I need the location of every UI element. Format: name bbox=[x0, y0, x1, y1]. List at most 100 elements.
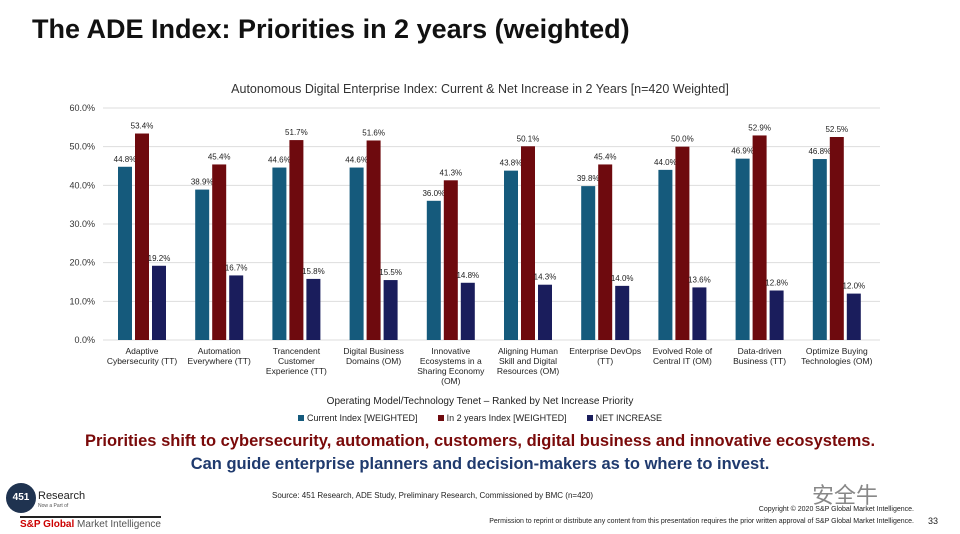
bar-in-2-years-index-weighted- bbox=[752, 135, 767, 340]
x-tick-label: Trancendent bbox=[273, 346, 321, 356]
sp-global-bold: S&P Global bbox=[20, 519, 75, 530]
data-label: 12.8% bbox=[765, 279, 788, 288]
bar-current-index-weighted- bbox=[581, 186, 596, 340]
bar-net-increase bbox=[846, 293, 861, 340]
data-label: 44.8% bbox=[114, 155, 137, 164]
bar-net-increase bbox=[229, 275, 244, 340]
data-label: 46.9% bbox=[731, 147, 754, 156]
x-tick-label: Customer bbox=[278, 356, 315, 366]
bar-in-2-years-index-weighted- bbox=[212, 164, 227, 340]
bar-current-index-weighted- bbox=[812, 159, 827, 340]
data-label: 43.8% bbox=[500, 159, 523, 168]
bar-current-index-weighted- bbox=[735, 158, 750, 340]
data-label: 52.5% bbox=[825, 125, 848, 134]
key-message-2: Can guide enterprise planners and decisi… bbox=[190, 455, 770, 473]
legend-item: Current Index [WEIGHTED] bbox=[298, 413, 418, 423]
data-label: 51.6% bbox=[362, 128, 385, 137]
data-label: 53.4% bbox=[131, 122, 154, 131]
data-label: 44.6% bbox=[268, 156, 291, 165]
data-label: 45.4% bbox=[594, 152, 617, 161]
x-tick-label: Enterprise DevOps bbox=[569, 346, 641, 356]
bar-current-index-weighted- bbox=[272, 167, 287, 340]
data-label: 41.3% bbox=[439, 168, 462, 177]
x-tick-label: Everywhere (TT) bbox=[188, 356, 251, 366]
data-label: 50.0% bbox=[671, 135, 694, 144]
sp-global-rest: Market Intelligence bbox=[74, 519, 161, 530]
x-tick-label: (OM) bbox=[441, 376, 461, 386]
key-message-1: Priorities shift to cybersecurity, autom… bbox=[84, 432, 876, 450]
bar-net-increase bbox=[615, 285, 630, 340]
bar-in-2-years-index-weighted- bbox=[366, 140, 381, 340]
bar-net-increase bbox=[692, 287, 707, 340]
y-tick-label: 10.0% bbox=[69, 296, 95, 306]
bar-in-2-years-index-weighted- bbox=[289, 140, 304, 340]
x-tick-label: (TT) bbox=[597, 356, 613, 366]
data-label: 39.8% bbox=[577, 174, 600, 183]
chart-title: Autonomous Digital Enterprise Index: Cur… bbox=[231, 82, 729, 96]
x-tick-label: Data-driven bbox=[738, 346, 782, 356]
bar-current-index-weighted- bbox=[426, 200, 441, 340]
data-label: 44.6% bbox=[345, 156, 368, 165]
bar-net-increase bbox=[538, 284, 552, 340]
data-label: 16.7% bbox=[225, 263, 248, 272]
x-tick-label: Resources (OM) bbox=[497, 366, 560, 376]
legend-item: NET INCREASE bbox=[586, 413, 662, 423]
watermark: 安全牛 bbox=[812, 483, 879, 508]
data-label: 14.0% bbox=[611, 274, 634, 283]
bar-current-index-weighted- bbox=[658, 169, 673, 340]
x-tick-label: Automation bbox=[198, 346, 241, 356]
data-label: 45.4% bbox=[208, 152, 231, 161]
x-tick-label: Sharing Economy bbox=[417, 366, 485, 376]
legend-swatch bbox=[437, 415, 444, 421]
x-tick-label: Technologies (OM) bbox=[801, 356, 873, 366]
x-tick-label: Central IT (OM) bbox=[653, 356, 712, 366]
data-label: 15.8% bbox=[302, 267, 325, 276]
legend-swatch bbox=[586, 415, 593, 421]
y-tick-label: 0.0% bbox=[74, 335, 95, 345]
bar-in-2-years-index-weighted- bbox=[829, 137, 844, 340]
logo-partof-text: Now a Part of bbox=[38, 503, 69, 509]
x-tick-label: Aligning Human bbox=[498, 346, 558, 356]
data-label: 19.2% bbox=[148, 254, 171, 263]
bar-current-index-weighted- bbox=[349, 167, 364, 340]
data-label: 38.9% bbox=[191, 178, 214, 187]
slide-title: The ADE Index: Priorities in 2 years (we… bbox=[32, 14, 630, 44]
copyright: Copyright © 2020 S&P Global Market Intel… bbox=[758, 506, 914, 513]
data-label: 51.7% bbox=[285, 128, 308, 137]
legend-label: Current Index [WEIGHTED] bbox=[307, 413, 418, 423]
data-label: 36.0% bbox=[422, 189, 445, 198]
data-label: 13.6% bbox=[688, 275, 711, 284]
legend: Current Index [WEIGHTED] In 2 years Index… bbox=[0, 413, 960, 423]
legend-item: In 2 years Index [WEIGHTED] bbox=[437, 413, 567, 423]
bar-net-increase bbox=[306, 278, 321, 340]
data-label: 12.0% bbox=[842, 282, 865, 291]
bar-in-2-years-index-weighted- bbox=[598, 164, 613, 340]
data-label: 44.0% bbox=[654, 158, 677, 167]
x-tick-label: Domains (OM) bbox=[346, 356, 401, 366]
data-label: 14.3% bbox=[534, 273, 557, 282]
x-tick-label: Ecosystems in a bbox=[420, 356, 482, 366]
x-tick-label: Innovative bbox=[431, 346, 470, 356]
x-tick-label: Adaptive bbox=[125, 346, 158, 356]
logo-research-text: Research bbox=[38, 490, 86, 502]
bar-current-index-weighted- bbox=[118, 166, 132, 340]
sp-global-logo: S&P Global Market Intelligence bbox=[20, 516, 161, 530]
bar-net-increase bbox=[460, 282, 475, 340]
x-tick-label: Evolved Role of bbox=[653, 346, 713, 356]
bar-net-increase bbox=[152, 265, 166, 340]
y-tick-label: 40.0% bbox=[69, 180, 95, 190]
bar-current-index-weighted- bbox=[504, 170, 518, 340]
bar-in-2-years-index-weighted- bbox=[521, 146, 535, 340]
data-label: 14.8% bbox=[456, 271, 479, 280]
x-tick-label: Experience (TT) bbox=[266, 366, 327, 376]
legend-swatch bbox=[298, 415, 305, 421]
x-tick-label: Digital Business bbox=[343, 346, 403, 356]
bar-net-increase bbox=[383, 280, 398, 340]
data-label: 50.1% bbox=[517, 134, 540, 143]
legend-label: NET INCREASE bbox=[595, 413, 662, 423]
bar-current-index-weighted- bbox=[195, 189, 210, 340]
y-tick-label: 60.0% bbox=[69, 103, 95, 113]
x-axis-title: Operating Model/Technology Tenet – Ranke… bbox=[326, 396, 634, 407]
bar-in-2-years-index-weighted- bbox=[135, 133, 149, 340]
x-tick-label: Business (TT) bbox=[733, 356, 786, 366]
